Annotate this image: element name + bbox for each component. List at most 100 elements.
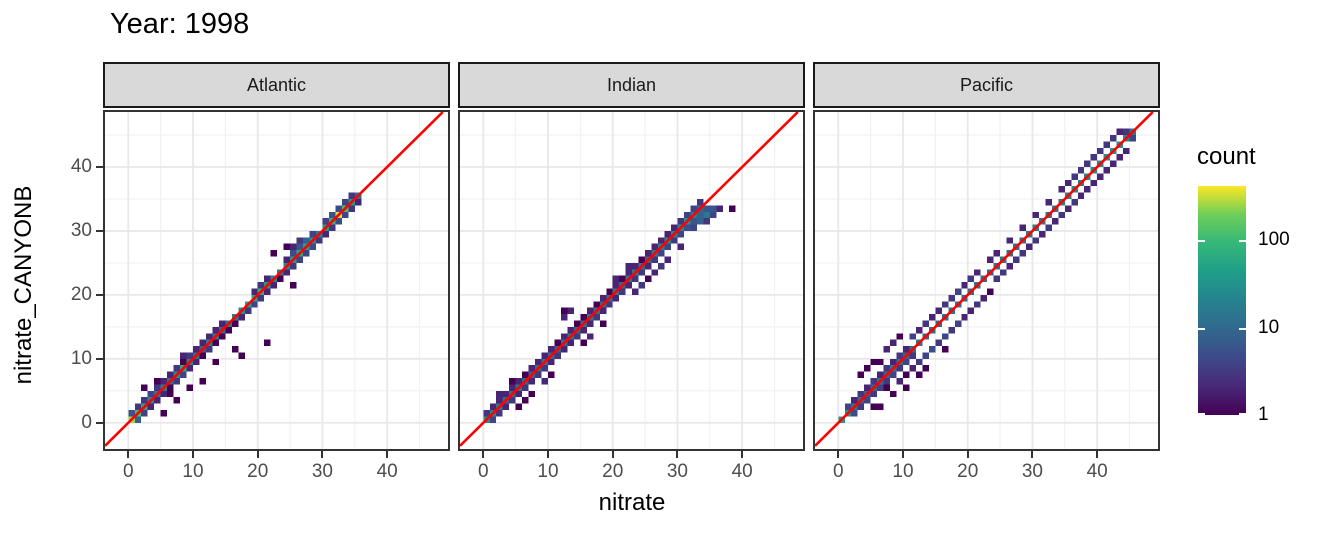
bin-cell — [193, 358, 200, 366]
legend-tick-mark — [1198, 413, 1205, 415]
bin-cell — [1032, 211, 1039, 219]
bin-cell — [290, 262, 297, 270]
legend-tick-mark — [1198, 240, 1205, 243]
bin-cell — [670, 237, 678, 244]
bin-cell — [160, 409, 168, 417]
bin-cell — [612, 294, 620, 302]
bin-cell — [173, 397, 181, 404]
bin-cell — [212, 339, 219, 347]
bin-cell — [1071, 198, 1078, 206]
bin-cell — [870, 403, 878, 410]
bin-cell — [709, 211, 717, 219]
bin-cell — [974, 269, 981, 276]
bin-cell — [1110, 160, 1117, 167]
bin-cell — [134, 403, 142, 410]
bin-cell — [315, 237, 323, 244]
bin-cell — [180, 371, 187, 379]
bin-cell — [586, 320, 594, 327]
bin-cell — [851, 397, 858, 404]
bin-cell — [664, 230, 671, 238]
bin-cell — [941, 346, 949, 353]
bin-cell — [1032, 237, 1039, 244]
bin-cell — [1090, 154, 1098, 161]
bin-cell — [883, 346, 891, 353]
bin-cell — [625, 262, 633, 270]
bin-cell — [535, 358, 542, 366]
bin-cell — [567, 339, 574, 347]
bin-cell — [593, 314, 600, 321]
bin-cell — [638, 282, 646, 289]
bin-cell — [167, 384, 174, 391]
bin-cell — [954, 320, 962, 327]
bin-cell — [231, 320, 239, 327]
facet-strip-label: Pacific — [959, 74, 1013, 95]
bin-cell — [154, 384, 161, 391]
bin-cell — [147, 403, 155, 410]
bin-cell — [548, 346, 555, 353]
bin-cell — [212, 326, 219, 334]
bin-cell — [489, 403, 497, 410]
bin-cell — [658, 250, 665, 257]
y-tick-label: 10 — [70, 347, 92, 369]
plot-title: Year: 1998 — [110, 8, 250, 40]
bin-cell — [941, 333, 949, 340]
bin-cell — [993, 250, 1001, 257]
bin-cell — [160, 390, 168, 398]
legend-tick-mark — [1239, 327, 1246, 330]
bin-cell — [193, 346, 200, 353]
bin-cell — [264, 288, 271, 295]
bin-cell — [1064, 205, 1072, 212]
bin-cell — [502, 403, 510, 410]
x-tick-mark — [256, 451, 259, 458]
bin-cell — [509, 384, 516, 391]
bin-cell — [974, 301, 981, 308]
bin-cell — [283, 269, 291, 276]
bin-cell — [541, 378, 549, 385]
bin-cell — [264, 275, 271, 283]
bin-cell — [1071, 173, 1078, 180]
bin-cell — [915, 358, 923, 366]
bin-cell — [522, 371, 529, 379]
bin-cell — [612, 282, 620, 289]
bin-cell — [154, 397, 161, 404]
bin-cell — [205, 333, 213, 340]
legend-title: count — [1197, 143, 1256, 170]
bin-cell — [683, 224, 691, 231]
bin-cell — [870, 378, 878, 385]
bin-cell — [573, 333, 581, 340]
x-tick-label: 40 — [1086, 461, 1108, 482]
bin-cell — [567, 326, 574, 334]
bin-cell — [173, 365, 181, 372]
bin-cell — [1051, 218, 1059, 225]
y-tick-mark — [96, 165, 103, 168]
bin-cell — [677, 218, 684, 225]
bin-cell — [664, 256, 671, 263]
bin-cell — [903, 346, 910, 353]
bin-cell — [612, 275, 620, 283]
bin-cell — [560, 314, 568, 321]
bin-cell — [935, 339, 942, 347]
panel-indian — [458, 110, 805, 451]
x-tick-label: 20 — [247, 461, 269, 482]
x-tick-label: 0 — [833, 461, 844, 482]
x-tick-mark — [741, 451, 744, 458]
bin-cell — [296, 237, 304, 244]
bin-cell — [599, 294, 607, 302]
bin-cell — [987, 288, 994, 295]
bin-cell — [857, 403, 865, 410]
bin-cell — [645, 262, 652, 270]
bin-cell — [303, 237, 310, 244]
bin-cell — [696, 218, 704, 225]
bin-cell — [1116, 154, 1124, 161]
x-tick-mark — [1096, 451, 1099, 458]
bin-cell — [212, 358, 219, 366]
bin-cell — [296, 243, 304, 251]
bin-cell — [883, 384, 891, 391]
bin-cell — [541, 365, 549, 372]
bin-cell — [328, 211, 336, 219]
bin-cell — [186, 384, 194, 391]
bin-cell — [341, 211, 349, 219]
bin-cell — [599, 307, 607, 315]
legend-tick-mark — [1239, 413, 1246, 415]
bin-cell — [896, 378, 904, 385]
